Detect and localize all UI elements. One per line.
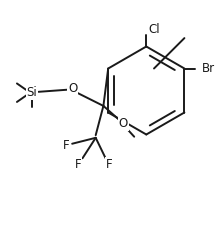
Text: O: O	[68, 82, 77, 95]
Text: Cl: Cl	[148, 23, 160, 36]
Text: Si: Si	[27, 86, 37, 99]
Text: Br: Br	[202, 62, 215, 75]
Text: F: F	[106, 158, 112, 171]
Text: F: F	[63, 139, 69, 152]
Text: O: O	[119, 117, 128, 130]
Text: F: F	[75, 158, 81, 171]
